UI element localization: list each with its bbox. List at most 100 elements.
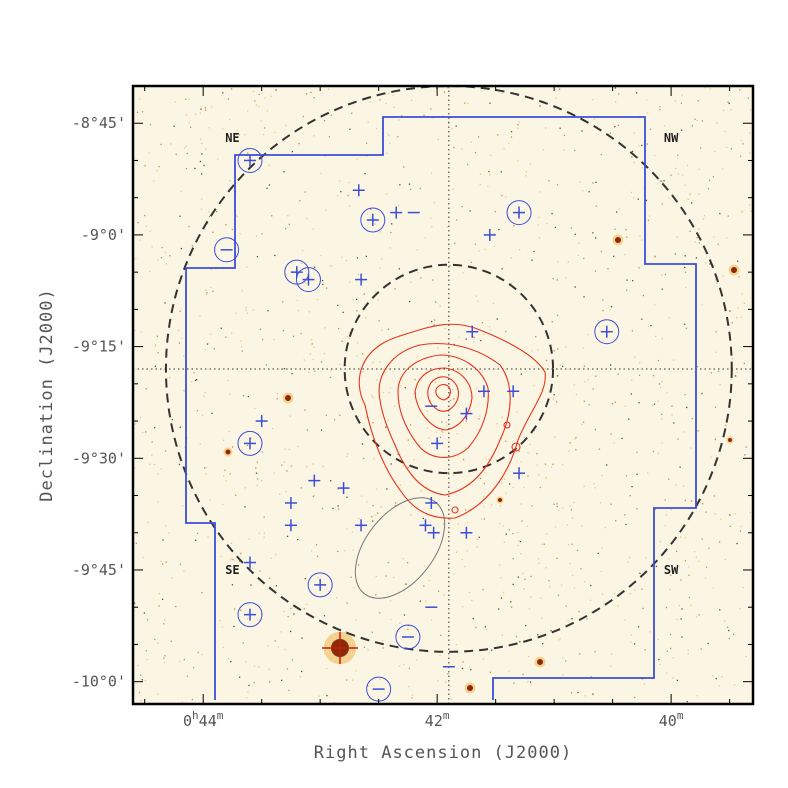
noise-speck <box>571 543 573 545</box>
noise-speck <box>191 245 194 247</box>
noise-speck <box>501 195 503 197</box>
noise-speck <box>430 322 432 324</box>
noise-speck <box>554 436 556 438</box>
noise-speck <box>714 438 716 441</box>
noise-speck <box>388 135 390 137</box>
xray-contours <box>358 323 546 519</box>
noise-speck <box>672 657 674 659</box>
noise-speck <box>677 173 679 175</box>
noise-speck <box>220 327 222 329</box>
noise-speck <box>578 242 580 244</box>
noise-speck <box>473 336 475 338</box>
noise-speck <box>356 257 359 259</box>
noise-speck <box>749 511 751 514</box>
noise-speck <box>389 142 391 144</box>
noise-speck <box>702 218 704 220</box>
noise-speck <box>320 361 323 363</box>
noise-speck <box>442 523 444 525</box>
noise-speck <box>634 696 636 698</box>
noise-speck <box>407 439 409 441</box>
noise-speck <box>516 532 518 534</box>
noise-speck <box>725 424 727 426</box>
noise-speck <box>149 230 151 232</box>
noise-speck <box>389 600 392 602</box>
noise-speck <box>236 216 238 218</box>
noise-speck <box>681 608 683 610</box>
noise-speck <box>263 536 265 539</box>
noise-speck <box>303 359 305 361</box>
noise-speck <box>222 128 224 130</box>
noise-speck <box>691 417 693 420</box>
noise-speck <box>171 577 173 579</box>
noise-speck <box>376 379 378 381</box>
noise-speck <box>397 136 399 138</box>
noise-speck <box>491 649 493 651</box>
noise-speck <box>238 560 241 562</box>
y-tick-label: -10°0' <box>72 673 126 691</box>
noise-speck <box>633 197 635 199</box>
noise-speck <box>583 257 585 260</box>
noise-speck <box>597 552 599 554</box>
noise-speck <box>365 317 367 319</box>
noise-speck <box>367 649 369 651</box>
noise-speck <box>179 310 181 312</box>
noise-speck <box>517 576 519 578</box>
noise-speck <box>453 343 455 346</box>
xray-contour-4 <box>414 367 473 431</box>
noise-speck <box>695 616 698 618</box>
noise-speck <box>357 564 360 566</box>
noise-speck <box>313 97 315 99</box>
noise-speck <box>256 256 259 258</box>
noise-speck <box>682 431 685 433</box>
noise-speck <box>703 215 706 217</box>
noise-speck <box>597 320 599 322</box>
noise-speck <box>505 196 507 198</box>
noise-speck <box>728 637 730 640</box>
noise-speck <box>283 610 285 613</box>
noise-speck <box>698 228 700 230</box>
noise-speck <box>291 373 293 375</box>
noise-speck <box>312 495 314 498</box>
noise-speck <box>239 233 241 235</box>
noise-speck <box>357 342 359 344</box>
noise-speck <box>610 665 612 667</box>
noise-speck <box>688 574 690 576</box>
noise-speck <box>274 640 276 642</box>
noise-speck <box>205 148 207 150</box>
noise-speck <box>680 618 682 620</box>
noise-speck <box>594 487 596 489</box>
noise-speck <box>490 154 492 157</box>
noise-speck <box>326 667 328 670</box>
noise-speck <box>375 575 377 578</box>
noise-speck <box>659 540 662 543</box>
star <box>615 237 621 243</box>
noise-speck <box>467 102 469 104</box>
dashed-circles <box>165 86 733 653</box>
noise-speck <box>590 676 592 678</box>
noise-speck <box>494 211 496 213</box>
noise-speck <box>163 657 165 659</box>
noise-speck <box>577 691 579 694</box>
noise-speck <box>466 522 468 524</box>
noise-speck <box>241 290 243 292</box>
noise-speck <box>363 646 365 648</box>
noise-speck <box>389 247 391 249</box>
noise-speck <box>153 463 156 465</box>
noise-speck <box>420 277 422 279</box>
noise-speck <box>705 566 708 568</box>
noise-speck <box>631 156 633 158</box>
noise-speck <box>382 647 384 649</box>
noise-speck <box>440 634 442 636</box>
noise-speck <box>478 418 480 420</box>
noise-speck <box>660 386 662 389</box>
noise-speck <box>669 588 671 590</box>
noise-speck <box>520 503 522 505</box>
noise-speck <box>489 174 491 176</box>
noise-speck <box>676 618 678 621</box>
noise-speck <box>537 224 539 226</box>
noise-speck <box>304 282 306 284</box>
noise-speck <box>690 604 692 606</box>
noise-speck <box>633 643 636 645</box>
noise-speck <box>705 511 707 513</box>
noise-speck <box>149 270 151 272</box>
